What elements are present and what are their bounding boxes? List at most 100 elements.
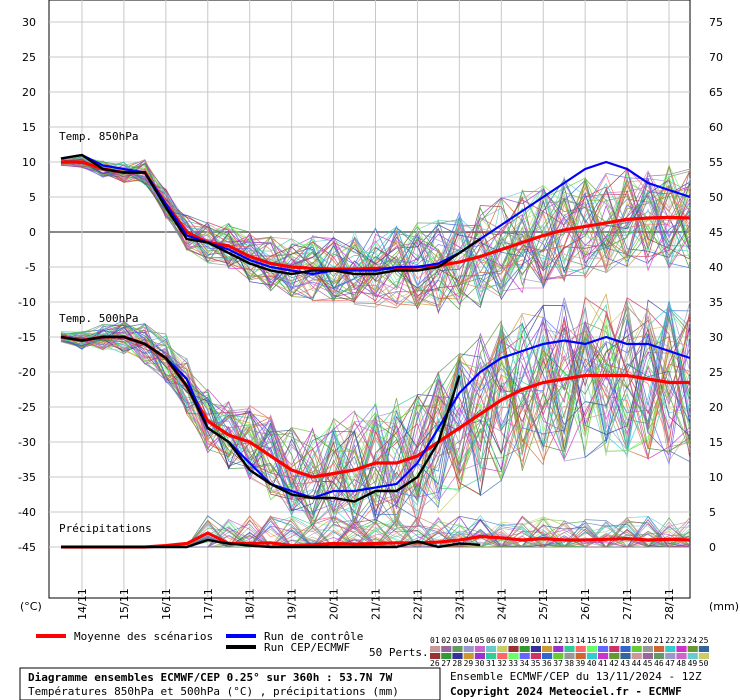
pert-swatch (654, 646, 665, 652)
series-lines (60, 153, 691, 549)
left-tick-label: 20 (22, 86, 36, 99)
left-tick-label: 0 (29, 226, 36, 239)
pert-swatch (575, 646, 586, 652)
pert-swatch (698, 653, 709, 659)
panel-label-t850: Temp. 850hPa (59, 130, 138, 143)
perturbation-line-t850 (60, 161, 691, 313)
x-tick-label: 23/11 (453, 588, 466, 620)
left-tick-label: -10 (18, 296, 36, 309)
pert-number: 46 (654, 659, 664, 668)
pert-number: 36 (542, 659, 552, 668)
left-tick-label: 30 (22, 16, 36, 29)
pert-swatch (586, 646, 597, 652)
pert-swatch (598, 646, 609, 652)
pert-swatch (631, 646, 642, 652)
pert-number: 21 (654, 636, 664, 645)
right-tick-label: 5 (709, 506, 716, 519)
right-tick-label: 35 (709, 296, 723, 309)
left-tick-label: -35 (18, 471, 36, 484)
pert-swatch (654, 653, 665, 659)
pert-number: 39 (576, 659, 586, 668)
pert-swatch (508, 646, 519, 652)
perturbation-line-t500 (60, 320, 691, 508)
right-tick-label: 50 (709, 191, 723, 204)
left-tick-label: 15 (22, 121, 36, 134)
perturbation-line-t850 (60, 159, 691, 302)
left-tick-label: -30 (18, 436, 36, 449)
right-tick-label: 75 (709, 16, 723, 29)
legend-label-control: Run de contrôle (264, 630, 363, 643)
left-tick-label: 25 (22, 51, 36, 64)
pert-swatch (564, 653, 575, 659)
x-tick-label: 22/11 (411, 588, 424, 620)
pert-number: 01 (430, 636, 440, 645)
pert-swatch (486, 653, 497, 659)
pert-number: 03 (452, 636, 462, 645)
left-tick-label: 10 (22, 156, 36, 169)
perturbation-line-t500 (60, 306, 691, 514)
panel-label-t500: Temp. 500hPa (59, 312, 138, 325)
pert-number: 24 (688, 636, 698, 645)
left-tick-label: -45 (18, 541, 36, 554)
pert-number: 49 (688, 659, 698, 668)
x-tick-label: 27/11 (621, 588, 634, 620)
left-axis: 30 25 20 15 10 5 0 -5 -10 -15 -20 -25 -30 -35 -40 -45 (18, 16, 36, 554)
perturbation-line-t500 (60, 330, 691, 506)
pert-swatch (609, 646, 620, 652)
right-tick-label: 0 (709, 541, 716, 554)
pert-swatch (642, 646, 653, 652)
right-tick-label: 30 (709, 331, 723, 344)
x-tick-label: 17/11 (202, 588, 215, 620)
x-tick-label: 19/11 (286, 588, 299, 620)
perturbation-line-t500 (60, 316, 691, 498)
pert-number: 33 (508, 659, 518, 668)
pert-number: 04 (464, 636, 474, 645)
pert-swatch (575, 653, 586, 659)
pert-swatch (698, 646, 709, 652)
pert-swatch (463, 646, 474, 652)
x-tick-label: 24/11 (495, 588, 508, 620)
pert-swatch (519, 653, 530, 659)
x-tick-label: 15/11 (118, 588, 131, 620)
pert-number: 27 (441, 659, 451, 668)
pert-number: 41 (598, 659, 608, 668)
pert-number: 23 (676, 636, 686, 645)
right-tick-label: 70 (709, 51, 723, 64)
pert-swatch (665, 646, 676, 652)
pert-number: 07 (497, 636, 507, 645)
pert-swatch (542, 646, 553, 652)
pert-number: 09 (520, 636, 530, 645)
perturbation-line-t500 (60, 334, 691, 501)
pert-number: 29 (464, 659, 474, 668)
pert-number: 02 (441, 636, 451, 645)
pert-swatch (665, 653, 676, 659)
left-axis-unit: (°C) (20, 600, 42, 613)
pert-swatch (542, 653, 553, 659)
pert-number: 20 (643, 636, 653, 645)
pert-number: 12 (553, 636, 563, 645)
pert-number: 08 (508, 636, 518, 645)
perturbation-line-t500 (60, 324, 691, 499)
pert-swatch (430, 646, 441, 652)
pert-number: 15 (587, 636, 597, 645)
right-tick-label: 45 (709, 226, 723, 239)
series-t850-control (60, 153, 691, 276)
pert-number: 16 (598, 636, 608, 645)
pert-swatch (620, 653, 631, 659)
footer-subtitle: Températures 850hPa et 500hPa (°C) , pré… (28, 685, 399, 698)
x-tick-label: 25/11 (537, 588, 550, 620)
right-tick-label: 25 (709, 366, 723, 379)
perturbation-line-t850 (60, 157, 691, 301)
right-tick-label: 60 (709, 121, 723, 134)
pert-number: 34 (520, 659, 530, 668)
pert-swatch (620, 646, 631, 652)
x-tick-label: 14/11 (76, 588, 89, 620)
perturbation-line-t850 (60, 161, 691, 300)
pert-number: 45 (643, 659, 653, 668)
right-tick-label: 65 (709, 86, 723, 99)
right-tick-label: 55 (709, 156, 723, 169)
pert-swatch (687, 653, 698, 659)
x-tick-label: 26/11 (579, 588, 592, 620)
